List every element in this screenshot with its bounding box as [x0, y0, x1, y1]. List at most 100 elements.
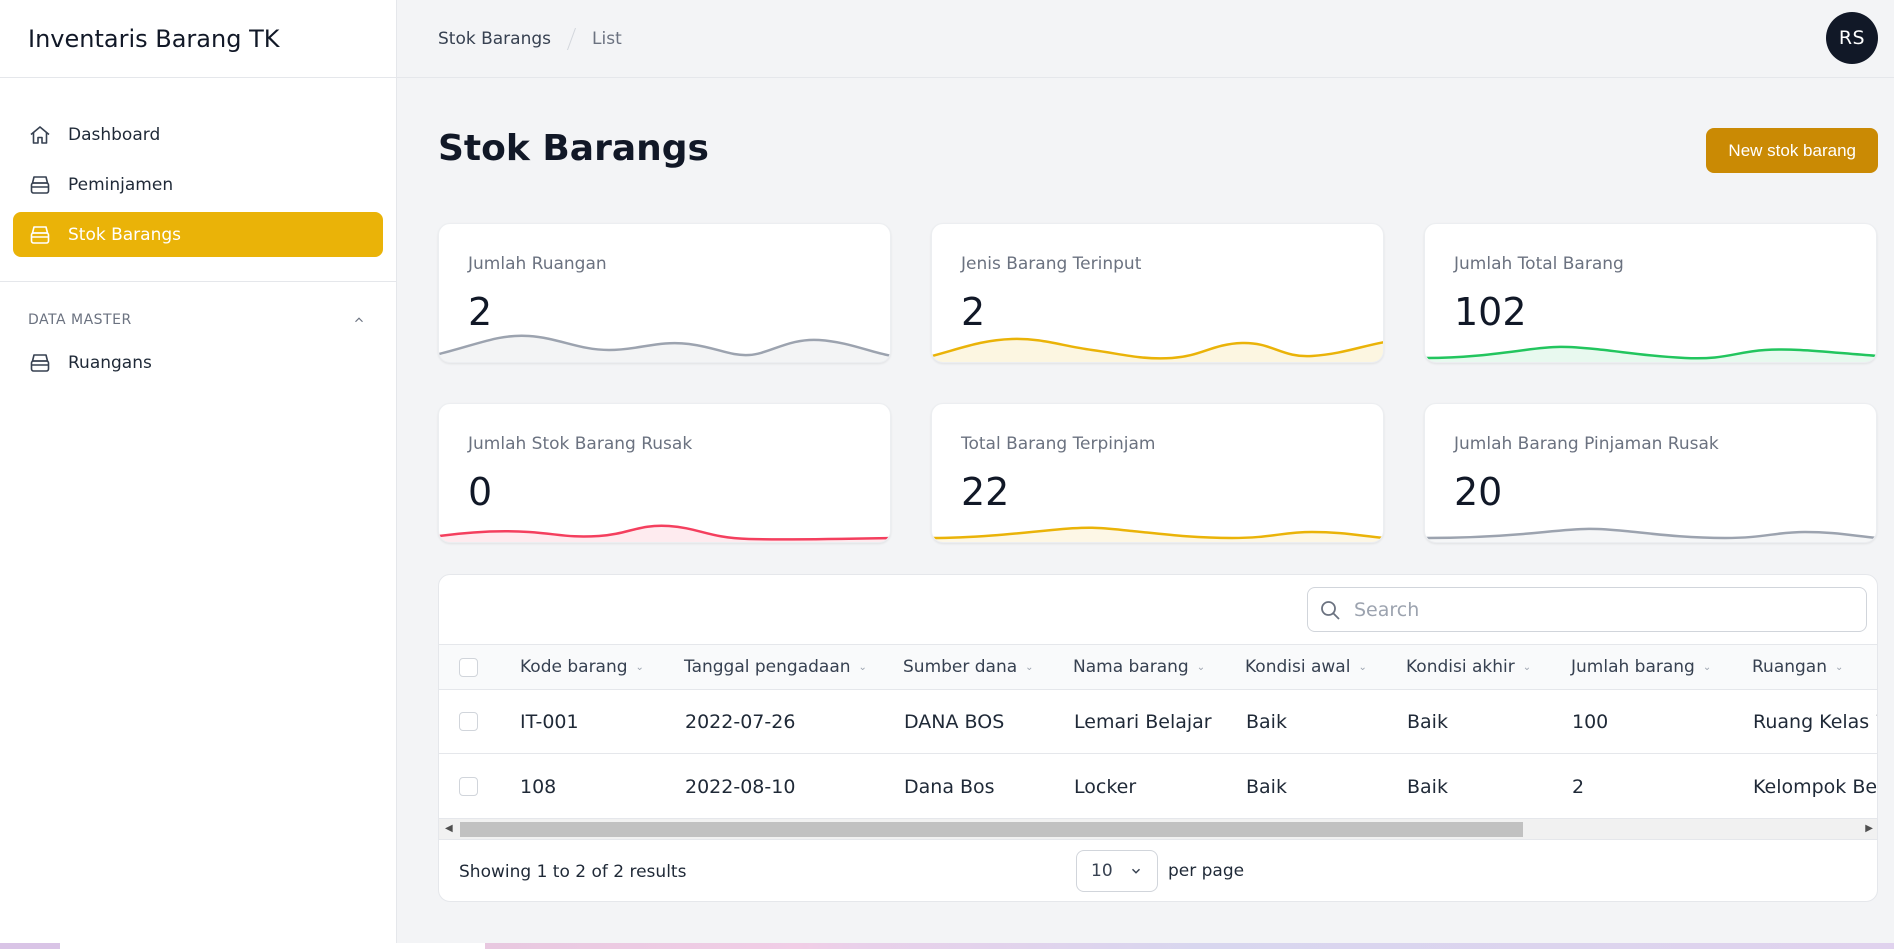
stat-value: 0	[468, 470, 493, 514]
select-all-checkbox-cell	[459, 645, 478, 689]
scroll-left-icon[interactable]: ◀	[445, 823, 453, 834]
stat-value: 2	[468, 290, 493, 334]
column-header-ruangan[interactable]: Ruangan ⌄	[1752, 645, 1843, 689]
breadcrumb-separator	[567, 27, 577, 50]
stat-card: Jenis Barang Terinput 2	[931, 223, 1384, 363]
column-label: Nama barang	[1073, 657, 1189, 677]
table-row[interactable]: IT-001 2022-07-26 DANA BOS Lemari Belaja…	[439, 690, 1878, 754]
archive-icon	[30, 175, 50, 194]
stat-label: Total Barang Terpinjam	[961, 434, 1156, 454]
table-header: Kode barang ⌄ Tanggal pengadaan ⌄ Sumber d…	[439, 644, 1877, 690]
nav-group-toggle[interactable]: DATA MASTER	[0, 282, 396, 328]
table-row[interactable]: 108 2022-08-10 Dana Bos Locker Baik Baik…	[439, 755, 1878, 819]
cell-ruangan: Kelompok Ber	[1753, 775, 1878, 798]
column-label: Kode barang	[520, 657, 628, 677]
page-title: Stok Barangs	[438, 128, 709, 169]
sparkline-chart	[1425, 345, 1876, 362]
column-header-jumlah-barang[interactable]: Jumlah barang ⌄	[1571, 645, 1711, 689]
column-label: Kondisi akhir	[1406, 657, 1515, 677]
sort-chevron-icon: ⌄	[1522, 661, 1532, 673]
sparkline-chart	[439, 524, 890, 542]
stat-card: Jumlah Stok Barang Rusak 0	[438, 403, 891, 543]
cell-kondisi-awal: Baik	[1246, 775, 1287, 798]
archive-icon	[30, 225, 50, 244]
sidebar-item-stok-barangs[interactable]: Stok Barangs	[13, 212, 383, 257]
new-stok-barang-button[interactable]: New stok barang	[1706, 128, 1878, 173]
cell-ruangan: Ruang Kelas 7	[1753, 710, 1878, 733]
divider	[0, 281, 396, 282]
cell-sumber-dana: DANA BOS	[904, 710, 1005, 733]
sidebar-item-label: Dashboard	[68, 124, 161, 145]
search-icon	[1321, 600, 1340, 620]
stat-label: Jumlah Stok Barang Rusak	[468, 434, 693, 454]
scroll-right-icon[interactable]: ▶	[1865, 823, 1873, 834]
row-checkbox-cell	[459, 690, 478, 753]
app-title: Inventaris Barang TK	[0, 0, 396, 78]
stat-value: 20	[1454, 470, 1503, 514]
cell-kondisi-akhir: Baik	[1407, 775, 1448, 798]
cell-kondisi-awal: Baik	[1246, 710, 1287, 733]
cell-jumlah-barang: 2	[1572, 775, 1585, 798]
sort-chevron-icon: ⌄	[1358, 661, 1367, 673]
sidebar-item-label: Ruangans	[68, 352, 152, 373]
sparkline-chart	[932, 526, 1383, 542]
column-header-sumber-dana[interactable]: Sumber dana ⌄	[903, 645, 1034, 689]
sparkline-chart	[1425, 527, 1876, 542]
scrollbar-thumb[interactable]	[460, 822, 1523, 837]
nav-group-title: DATA MASTER	[28, 312, 132, 328]
sort-chevron-icon: ⌄	[635, 661, 644, 673]
stat-value: 22	[961, 470, 1010, 514]
cell-kode-barang: 108	[520, 775, 557, 798]
breadcrumb-list: List	[592, 28, 622, 49]
chevron-up-icon	[355, 317, 363, 323]
cell-kode-barang: IT-001	[520, 710, 579, 733]
column-header-kondisi-awal[interactable]: Kondisi awal ⌄	[1245, 645, 1367, 689]
sidebar-item-peminjamen[interactable]: Peminjamen	[13, 162, 383, 207]
column-label: Jumlah barang	[1571, 657, 1695, 677]
column-header-kondisi-akhir[interactable]: Kondisi akhir ⌄	[1406, 645, 1531, 689]
stat-label: Jumlah Ruangan	[468, 254, 607, 274]
chevron-down-icon	[1131, 868, 1141, 874]
home-icon	[30, 125, 50, 144]
row-checkbox[interactable]	[459, 777, 478, 796]
search-box[interactable]	[1307, 587, 1867, 632]
sparkline-chart	[439, 334, 890, 362]
stat-card: Jumlah Ruangan 2	[438, 223, 891, 363]
cell-tanggal-pengadaan: 2022-07-26	[685, 710, 796, 733]
select-all-checkbox[interactable]	[459, 657, 478, 677]
per-page-select[interactable]: 10	[1076, 850, 1158, 892]
row-checkbox-cell	[459, 755, 478, 818]
avatar[interactable]: RS	[1826, 12, 1878, 64]
per-page-value: 10	[1091, 861, 1113, 881]
stat-card: Jumlah Total Barang 102	[1424, 223, 1877, 363]
cell-nama-barang: Locker	[1074, 775, 1137, 798]
column-header-tanggal-pengadaan[interactable]: Tanggal pengadaan ⌄	[684, 645, 867, 689]
row-checkbox[interactable]	[459, 712, 478, 731]
cell-kondisi-akhir: Baik	[1407, 710, 1448, 733]
cell-nama-barang: Lemari Belajar	[1074, 710, 1212, 733]
stat-card: Total Barang Terpinjam 22	[931, 403, 1384, 543]
cell-tanggal-pengadaan: 2022-08-10	[685, 775, 796, 798]
sidebar-nav: Dashboard Peminjamen Stok Barangs	[0, 78, 396, 257]
cell-sumber-dana: Dana Bos	[904, 775, 995, 798]
column-header-nama-barang[interactable]: Nama barang ⌄	[1073, 645, 1205, 689]
data-master-nav: Ruangans	[0, 328, 396, 385]
per-page-label: per page	[1168, 861, 1245, 881]
sidebar-item-label: Stok Barangs	[68, 224, 182, 245]
column-label: Sumber dana	[903, 657, 1018, 677]
sidebar-item-dashboard[interactable]: Dashboard	[13, 112, 383, 157]
search-input[interactable]	[1354, 598, 1834, 621]
breadcrumb-stok-barangs[interactable]: Stok Barangs	[438, 28, 552, 49]
stat-label: Jumlah Barang Pinjaman Rusak	[1454, 434, 1719, 454]
stat-label: Jumlah Total Barang	[1454, 254, 1624, 274]
sidebar-item-ruangans[interactable]: Ruangans	[13, 340, 383, 385]
sort-chevron-icon: ⌄	[1835, 661, 1844, 673]
stat-card: Jumlah Barang Pinjaman Rusak 20	[1424, 403, 1877, 543]
column-header-kode-barang[interactable]: Kode barang ⌄	[520, 645, 644, 689]
stat-value: 102	[1454, 290, 1527, 334]
topbar: Stok Barangs List RS	[397, 0, 1894, 78]
stat-label: Jenis Barang Terinput	[961, 254, 1142, 274]
stok-barang-table: Kode barang ⌄ Tanggal pengadaan ⌄ Sumber d…	[438, 574, 1878, 902]
horizontal-scrollbar[interactable]: ◀ ▶	[439, 819, 1877, 839]
column-label: Kondisi awal	[1245, 657, 1351, 677]
